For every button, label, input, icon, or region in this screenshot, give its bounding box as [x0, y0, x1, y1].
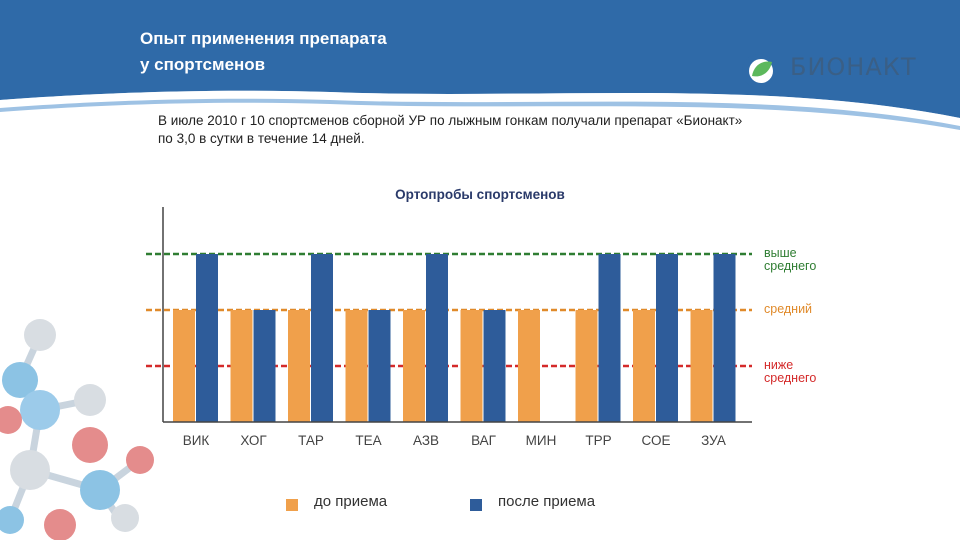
x-tick-label: ТАР	[298, 433, 324, 448]
bar	[598, 254, 621, 422]
bar	[288, 310, 310, 422]
bar	[253, 310, 276, 422]
bar	[368, 310, 391, 422]
bar	[311, 254, 333, 422]
reference-line-label: средний	[764, 302, 813, 316]
bar	[690, 310, 713, 422]
bar	[656, 254, 678, 422]
chart-title: Ортопробы спортсменов	[395, 187, 565, 202]
legend-label-before: до приема	[314, 493, 388, 510]
bar	[230, 310, 253, 422]
x-tick-label: СОЕ	[642, 433, 671, 448]
bionakt-logo: БИОНАКТ	[736, 50, 946, 92]
x-tick-label: ТЕА	[355, 433, 381, 448]
bar	[403, 310, 425, 422]
x-tick-label: ВИК	[183, 433, 210, 448]
x-tick-label: ТРР	[585, 433, 611, 448]
legend-swatch-after	[470, 499, 482, 511]
bar	[196, 254, 218, 422]
bar	[518, 310, 540, 422]
bar	[713, 254, 736, 422]
bar	[173, 310, 195, 422]
legend-swatch-before	[286, 499, 298, 511]
x-tick-label: АЗВ	[413, 433, 439, 448]
bar	[426, 254, 448, 422]
x-tick-label: МИН	[526, 433, 557, 448]
bar	[483, 310, 506, 422]
molecule-decoration	[0, 319, 154, 540]
legend-label-after: после приема	[498, 493, 596, 510]
bar	[575, 310, 598, 422]
bar	[345, 310, 368, 422]
reference-line-label: выше среднего	[764, 246, 817, 273]
reference-line-label: ниже среднего	[764, 358, 817, 385]
leaf-logo-icon	[742, 54, 776, 88]
bar	[633, 310, 655, 422]
x-tick-label: ЗУА	[701, 433, 726, 448]
x-tick-label: ХОГ	[240, 433, 267, 448]
x-tick-label: ВАГ	[471, 433, 497, 448]
header-banner	[0, 0, 960, 130]
bar	[460, 310, 483, 422]
slide-title: Опыт применения препарата у спортсменов	[140, 29, 387, 74]
logo-text: БИОНАКТ	[790, 53, 917, 81]
description-text: В июле 2010 г 10 спортсменов сборной УР …	[158, 113, 743, 146]
